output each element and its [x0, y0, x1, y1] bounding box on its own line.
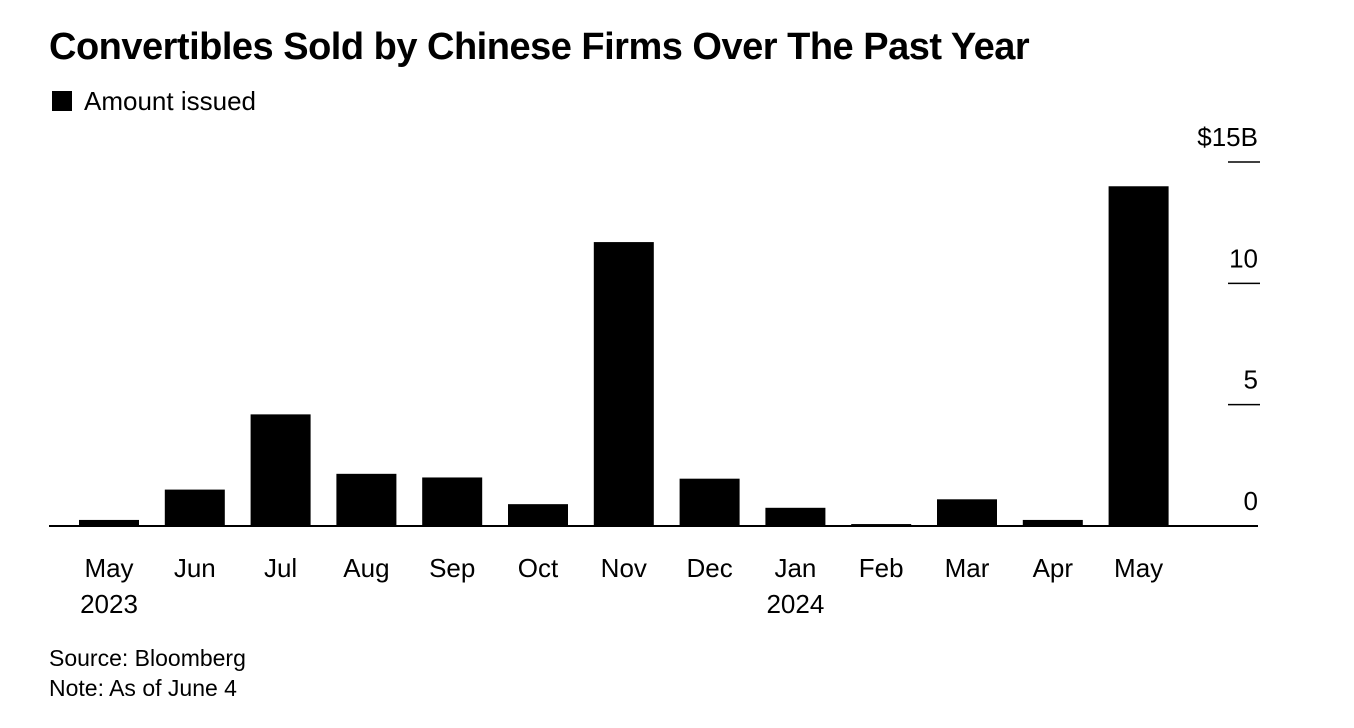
x-tick-label: Nov — [601, 553, 647, 583]
x-tick-label: Jan — [774, 553, 816, 583]
x-tick-label: Apr — [1033, 553, 1074, 583]
x-tick-label: Sep — [429, 553, 475, 583]
legend-swatch — [52, 91, 72, 111]
x-tick-label: May — [84, 553, 133, 583]
y-tick-label: $15B — [1197, 122, 1258, 152]
x-tick-label: Mar — [945, 553, 990, 583]
x-tick-label: Feb — [859, 553, 904, 583]
bar-apr-11 — [1022, 519, 1083, 526]
x-tick-label: May — [1114, 553, 1163, 583]
bar-may-0 — [79, 519, 139, 526]
x-tick-label: Jul — [264, 553, 297, 583]
legend-label: Amount issued — [84, 85, 256, 116]
bar-sep-4 — [422, 477, 483, 526]
y-tick-label: 5 — [1244, 365, 1258, 395]
x-tick-label: Dec — [686, 553, 732, 583]
x-year-label: 2023 — [80, 589, 138, 619]
bar-nov-6 — [593, 242, 654, 526]
legend: Amount issued — [52, 86, 256, 116]
x-year-label: 2024 — [766, 589, 824, 619]
y-tick-label: 10 — [1229, 243, 1258, 273]
bar-jul-2 — [250, 414, 311, 526]
source-note: Source: Bloomberg — [49, 645, 246, 671]
bar-jun-1 — [164, 489, 225, 526]
bar-oct-5 — [508, 504, 568, 526]
x-tick-label: Jun — [174, 553, 216, 583]
bar-jan-8 — [765, 507, 826, 526]
bar-may-12 — [1108, 186, 1169, 526]
chart-title: Convertibles Sold by Chinese Firms Over … — [49, 26, 1030, 68]
bar-mar-10 — [937, 499, 997, 526]
bar-aug-3 — [336, 473, 397, 526]
y-tick-label: 0 — [1244, 486, 1258, 516]
footnote: Note: As of June 4 — [49, 675, 237, 701]
x-tick-label: Oct — [518, 553, 559, 583]
x-tick-label: Aug — [343, 553, 389, 583]
bar-dec-7 — [679, 478, 740, 526]
